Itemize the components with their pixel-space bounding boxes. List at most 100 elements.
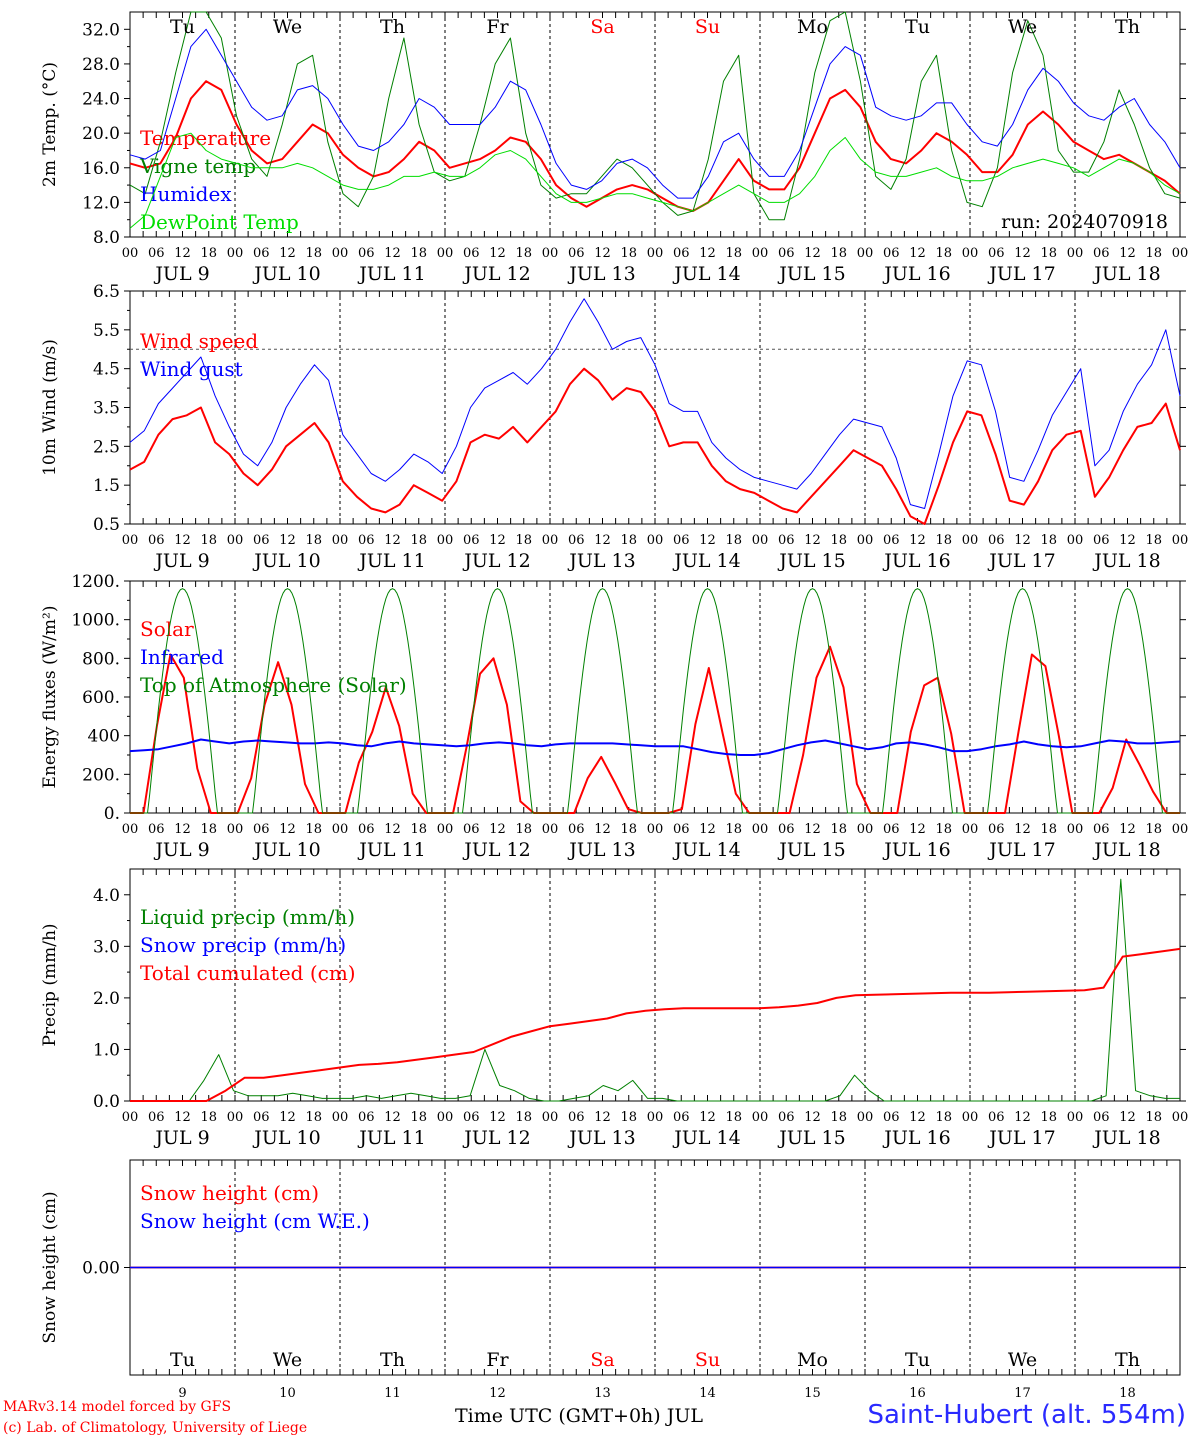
x-date-label: JUL 15 — [777, 839, 845, 861]
y-tick-label: 6.5 — [93, 282, 120, 302]
weekday-label-bottom: Su — [695, 1349, 720, 1371]
day-number-label: 9 — [178, 1386, 186, 1401]
run-label: run: 2024070918 — [1001, 211, 1168, 233]
weekday-label-top: We — [1008, 16, 1037, 38]
x-hour-label: 06 — [988, 1110, 1005, 1125]
x-hour-label: 00 — [332, 1110, 349, 1125]
x-hour-label: 00 — [962, 246, 979, 261]
weekday-label-bottom: Th — [1115, 1349, 1140, 1371]
x-hour-label: 06 — [1093, 822, 1110, 837]
x-hour-label: 18 — [725, 822, 742, 837]
day-number-label: 13 — [594, 1386, 611, 1401]
series-infrared — [129, 738, 1181, 756]
legend-entry: DewPoint Temp — [140, 210, 299, 234]
x-hour-label: 00 — [1172, 533, 1189, 548]
series-dewpoint-temp — [129, 132, 1181, 229]
x-hour-label: 18 — [1145, 533, 1162, 548]
x-hour-label: 00 — [122, 822, 139, 837]
x-hour-label: 12 — [1119, 1110, 1136, 1125]
y-tick-label: 200. — [82, 765, 120, 785]
x-hour-label: 06 — [253, 533, 270, 548]
x-hour-label: 18 — [515, 822, 532, 837]
x-date-label: JUL 18 — [1092, 263, 1160, 285]
x-hour-label: 06 — [1093, 246, 1110, 261]
precip-ylabel: Precip (mm/h) — [40, 923, 60, 1046]
x-hour-label: 00 — [1172, 822, 1189, 837]
x-hour-label: 18 — [830, 246, 847, 261]
y-tick-label: 4.5 — [93, 360, 120, 380]
x-date-label: JUL 12 — [462, 263, 530, 285]
y-tick-label: 0. — [104, 804, 120, 824]
y-tick-label: 600. — [82, 688, 120, 708]
energy-ylabel: Energy fluxes (W/m²) — [40, 606, 60, 789]
x-hour-label: 00 — [857, 1110, 874, 1125]
x-hour-label: 00 — [1067, 822, 1084, 837]
x-hour-label: 12 — [384, 1110, 401, 1125]
x-hour-label: 18 — [830, 822, 847, 837]
x-hour-label: 18 — [200, 533, 217, 548]
x-hour-label: 06 — [568, 822, 585, 837]
x-hour-label: 06 — [253, 822, 270, 837]
snow-ylabel: Snow height (cm) — [40, 1191, 60, 1343]
x-hour-label: 00 — [1067, 533, 1084, 548]
day-number-label: 14 — [699, 1386, 716, 1401]
x-hour-label: 06 — [463, 246, 480, 261]
x-date-label: JUL 12 — [462, 839, 530, 861]
x-hour-label: 12 — [279, 246, 296, 261]
x-hour-label: 06 — [568, 246, 585, 261]
x-hour-label: 18 — [620, 1110, 637, 1125]
x-hour-label: 06 — [778, 1110, 795, 1125]
x-hour-label: 06 — [463, 533, 480, 548]
x-hour-label: 18 — [1145, 822, 1162, 837]
x-hour-label: 06 — [358, 246, 375, 261]
x-hour-label: 00 — [227, 1110, 244, 1125]
legend-entry: Solar — [140, 617, 194, 641]
x-date-label: JUL 14 — [672, 839, 740, 861]
y-tick-label: 3.5 — [93, 399, 120, 419]
x-date-label: JUL 16 — [882, 550, 950, 572]
legend-entry: Infrared — [140, 645, 224, 669]
x-hour-label: 06 — [883, 822, 900, 837]
weekday-label-top: Th — [380, 16, 405, 38]
weekday-label-bottom: We — [1008, 1349, 1037, 1371]
x-date-label: JUL 14 — [672, 263, 740, 285]
x-date-label: JUL 17 — [987, 550, 1055, 572]
x-date-label: JUL 12 — [462, 1127, 530, 1149]
y-tick-label: 0.0 — [93, 1092, 120, 1112]
x-hour-label: 12 — [804, 822, 821, 837]
x-date-label: JUL 18 — [1092, 839, 1160, 861]
x-hour-label: 12 — [594, 533, 611, 548]
x-hour-label: 00 — [647, 822, 664, 837]
x-hour-label: 12 — [804, 1110, 821, 1125]
weekday-label-top: Tu — [170, 16, 195, 38]
x-hour-label: 12 — [279, 822, 296, 837]
temperature-ylabel: 2m Temp. (°C) — [40, 62, 60, 187]
x-hour-label: 12 — [174, 533, 191, 548]
day-number-label: 10 — [279, 1386, 296, 1401]
x-hour-label: 12 — [909, 246, 926, 261]
x-hour-label: 18 — [1145, 246, 1162, 261]
x-hour-label: 12 — [1014, 822, 1031, 837]
weekday-label-top: Sa — [590, 16, 614, 38]
y-tick-label: 1.0 — [93, 1040, 120, 1060]
weekday-label-bottom: Tu — [170, 1349, 195, 1371]
x-hour-label: 06 — [358, 533, 375, 548]
legend-entry: Temperature — [140, 126, 271, 150]
x-hour-label: 12 — [909, 822, 926, 837]
x-hour-label: 00 — [542, 533, 559, 548]
x-hour-label: 12 — [279, 533, 296, 548]
x-hour-label: 12 — [279, 1110, 296, 1125]
model-credit: MARv3.14 model forced by GFS — [3, 1399, 232, 1415]
station-name: Saint-Hubert (alt. 554m) — [867, 1400, 1186, 1430]
x-hour-label: 18 — [725, 246, 742, 261]
x-hour-label: 12 — [174, 1110, 191, 1125]
x-hour-label: 18 — [305, 533, 322, 548]
x-date-label: JUL 10 — [252, 550, 320, 572]
x-hour-label: 18 — [410, 1110, 427, 1125]
x-date-label: JUL 10 — [252, 1127, 320, 1149]
x-hour-label: 06 — [988, 533, 1005, 548]
y-tick-label: 3.0 — [93, 937, 120, 957]
y-tick-label: 5.5 — [93, 321, 120, 341]
x-hour-label: 12 — [594, 822, 611, 837]
